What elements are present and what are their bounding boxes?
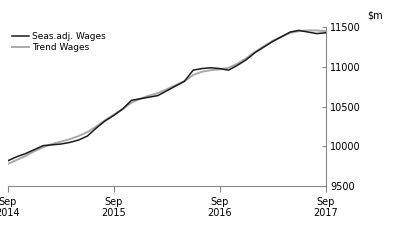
Legend: Seas.adj. Wages, Trend Wages: Seas.adj. Wages, Trend Wages [12, 32, 106, 52]
Text: $m: $m [367, 10, 383, 20]
